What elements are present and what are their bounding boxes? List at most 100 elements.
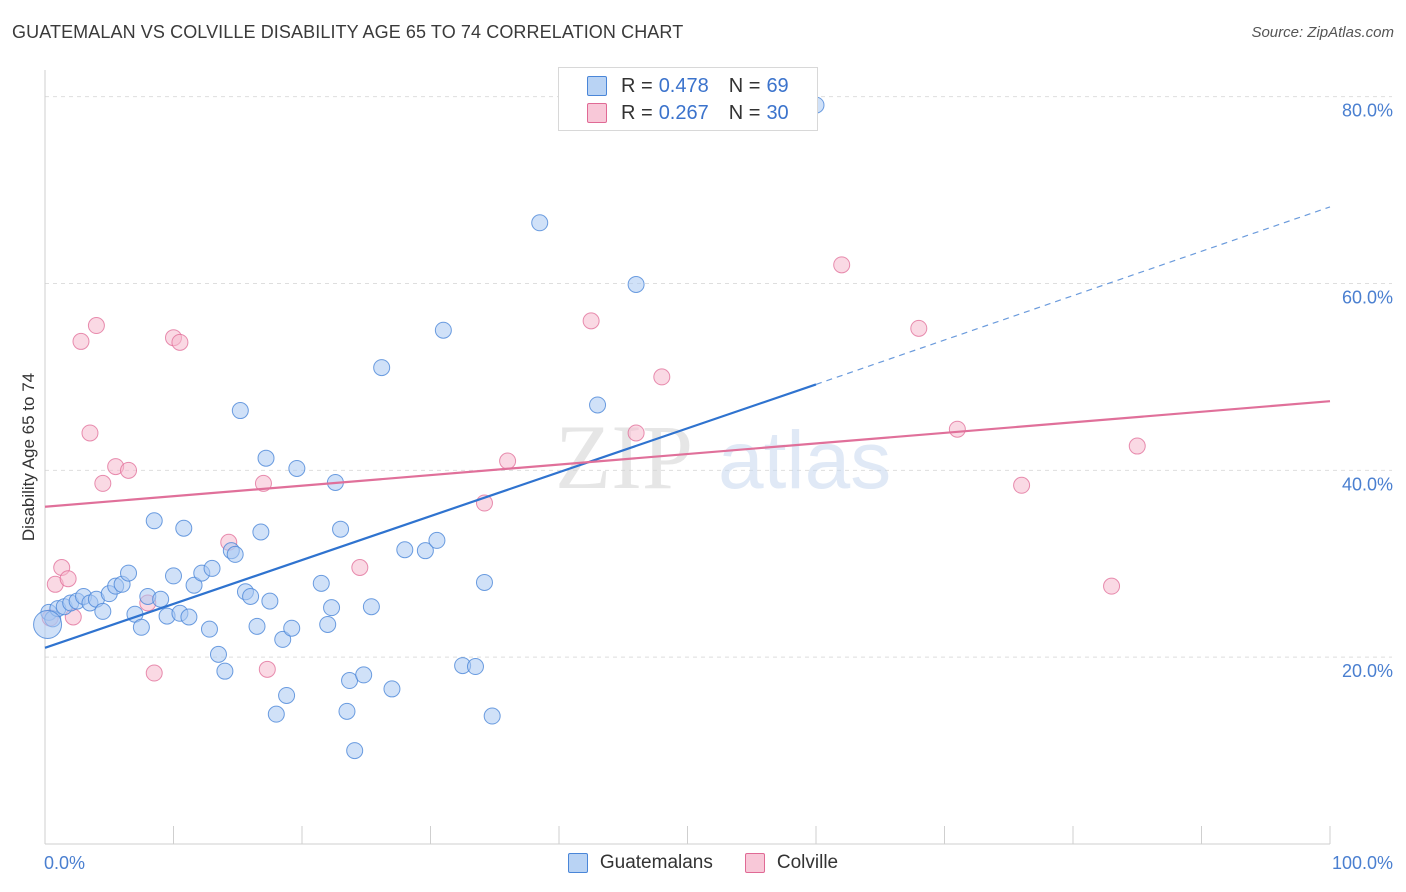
colville-point	[833, 256, 851, 274]
guatemalans-point	[283, 619, 301, 637]
guatemalans-point	[483, 707, 501, 725]
chart-title: GUATEMALAN VS COLVILLE DISABILITY AGE 65…	[12, 22, 684, 42]
colville-point	[120, 461, 138, 479]
guatemalans-point	[216, 662, 234, 680]
y-tick-label: 40.0%	[1342, 474, 1393, 494]
guatemalans-point	[341, 672, 359, 690]
colville-point	[72, 332, 90, 350]
guatemalans-point	[226, 545, 244, 563]
guatemalans-point	[165, 567, 182, 585]
legend-swatch-blue	[587, 76, 607, 96]
colville-point	[94, 474, 112, 492]
guatemalans-point	[145, 512, 163, 530]
legend-n-label: N =	[728, 74, 761, 97]
series-legend: Guatemalans Colville	[0, 852, 1406, 874]
axes	[44, 70, 1331, 845]
guatemalans-point	[274, 630, 292, 648]
correlation-legend: R = 0.478 N = 69 R = 0.267 N = 30	[558, 67, 818, 131]
guatemalans-point	[33, 609, 63, 639]
guatemalans-point	[319, 615, 337, 633]
guatemalans-point	[288, 459, 306, 477]
guatemalans-point	[248, 617, 266, 635]
legend-r-value: 0.478	[658, 74, 709, 97]
watermark-zip: ZIP	[555, 406, 693, 508]
guatemalans-point	[355, 666, 373, 684]
legend-n-value: 69	[766, 74, 789, 97]
guatemalans-point	[531, 214, 549, 232]
guatemalans-point	[434, 321, 452, 339]
guatemalans-point	[175, 519, 193, 537]
legend-swatch-blue	[567, 853, 588, 873]
y-tick-label: 20.0%	[1342, 661, 1393, 681]
guatemalans-point	[362, 598, 380, 616]
colville-point	[87, 317, 105, 335]
x-tick-label: 0.0%	[44, 853, 85, 873]
colville-trend-line	[44, 400, 1331, 508]
y-tick-label: 60.0%	[1342, 288, 1393, 308]
guatemalans-point	[428, 531, 446, 549]
colville-point	[910, 319, 928, 337]
legend-label-colville: Colville	[776, 852, 839, 873]
guatemalans-point	[338, 702, 356, 720]
guatemalans-point	[323, 599, 341, 617]
guatemalans-point	[185, 576, 203, 594]
guatemalans-point	[200, 620, 218, 638]
guatemalans-point	[120, 564, 138, 582]
colville-point	[1013, 476, 1031, 494]
guatemalans-point	[261, 592, 279, 610]
guatemalans-points	[33, 96, 825, 760]
y-axis-label: Disability Age 65 to 74	[19, 373, 38, 541]
guatemalans-point	[203, 559, 221, 577]
colville-point	[258, 660, 276, 678]
legend-n-value: 30	[766, 101, 789, 124]
colville-point	[1103, 577, 1121, 595]
legend-item-colville: Colville	[744, 852, 839, 874]
colville-point	[627, 424, 645, 442]
legend-r-label: R =	[621, 101, 653, 124]
guatemalans-point	[332, 520, 350, 538]
tick-labels: 20.0% 40.0% 60.0% 80.0% 0.0% 100.0%	[44, 101, 1393, 873]
guatemalans-point	[589, 396, 607, 414]
legend-r-value: 0.267	[658, 101, 709, 124]
trend-lines	[44, 206, 1331, 649]
guatemalans-point	[475, 573, 493, 591]
guatemalans-point	[627, 275, 645, 293]
guatemalans-point	[209, 645, 227, 663]
source-label: Source: ZipAtlas.com	[1251, 24, 1394, 41]
legend-n-label: N =	[728, 101, 761, 124]
legend-label-guatemalans: Guatemalans	[599, 852, 713, 873]
guatemalans-point	[466, 658, 484, 676]
grid-lines	[45, 96, 1392, 658]
legend-swatch-pink	[587, 103, 607, 123]
legend-row-guatemalans: R = 0.478 N = 69	[587, 74, 789, 98]
legend-row-colville: R = 0.267 N = 30	[587, 101, 789, 125]
guatemalans-point	[267, 705, 285, 723]
guatemalans-point	[152, 590, 170, 608]
legend-r-label: R =	[621, 74, 653, 97]
colville-point	[351, 558, 369, 576]
legend-item-guatemalans: Guatemalans	[567, 852, 713, 874]
colville-point	[145, 664, 163, 682]
colville-point	[582, 312, 600, 330]
y-tick-label: 80.0%	[1342, 101, 1393, 121]
guatemalans-point	[252, 523, 270, 541]
guatemalans-point	[396, 541, 414, 559]
guatemalans-point	[180, 608, 198, 626]
x-tick-label: 100.0%	[1332, 853, 1393, 873]
colville-point	[171, 333, 189, 351]
colville-point	[81, 424, 99, 442]
guatemalans-point	[312, 574, 330, 592]
colville-point	[499, 452, 517, 470]
watermark-atlas: atlas	[718, 415, 891, 506]
guatemalans-point	[231, 402, 249, 420]
guatemalans-trend-extension	[815, 206, 1331, 385]
guatemalans-point	[242, 587, 260, 605]
guatemalans-point	[132, 618, 150, 636]
guatemalans-trend-line	[44, 383, 817, 649]
colville-point	[59, 570, 77, 588]
guatemalans-point	[373, 359, 391, 377]
guatemalans-point	[346, 742, 364, 760]
guatemalans-point	[383, 680, 401, 698]
colville-point	[653, 368, 671, 386]
